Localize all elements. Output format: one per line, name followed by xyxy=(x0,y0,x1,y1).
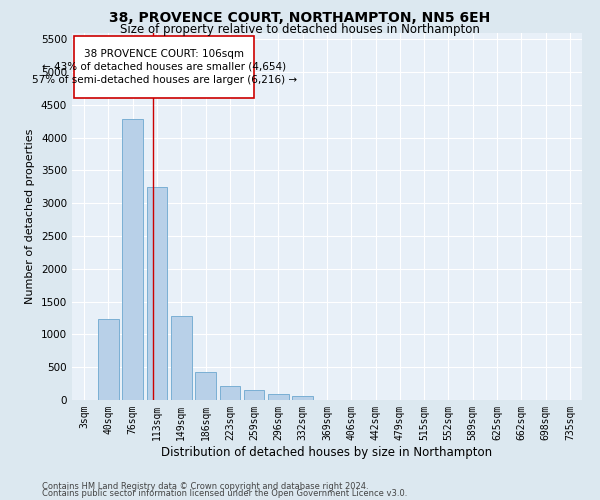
Text: 38, PROVENCE COURT, NORTHAMPTON, NN5 6EH: 38, PROVENCE COURT, NORTHAMPTON, NN5 6EH xyxy=(109,11,491,25)
Text: Size of property relative to detached houses in Northampton: Size of property relative to detached ho… xyxy=(120,22,480,36)
Y-axis label: Number of detached properties: Number of detached properties xyxy=(25,128,35,304)
FancyBboxPatch shape xyxy=(74,36,254,98)
Bar xyxy=(244,390,265,400)
X-axis label: Distribution of detached houses by size in Northampton: Distribution of detached houses by size … xyxy=(161,446,493,458)
Bar xyxy=(98,320,119,400)
Bar xyxy=(122,119,143,400)
Text: Contains public sector information licensed under the Open Government Licence v3: Contains public sector information licen… xyxy=(42,490,407,498)
Bar xyxy=(292,396,313,400)
Text: 38 PROVENCE COURT: 106sqm
← 43% of detached houses are smaller (4,654)
57% of se: 38 PROVENCE COURT: 106sqm ← 43% of detac… xyxy=(32,49,297,85)
Text: Contains HM Land Registry data © Crown copyright and database right 2024.: Contains HM Land Registry data © Crown c… xyxy=(42,482,368,491)
Bar xyxy=(171,316,191,400)
Bar xyxy=(220,386,240,400)
Bar xyxy=(146,186,167,400)
Bar xyxy=(195,372,216,400)
Bar xyxy=(268,394,289,400)
